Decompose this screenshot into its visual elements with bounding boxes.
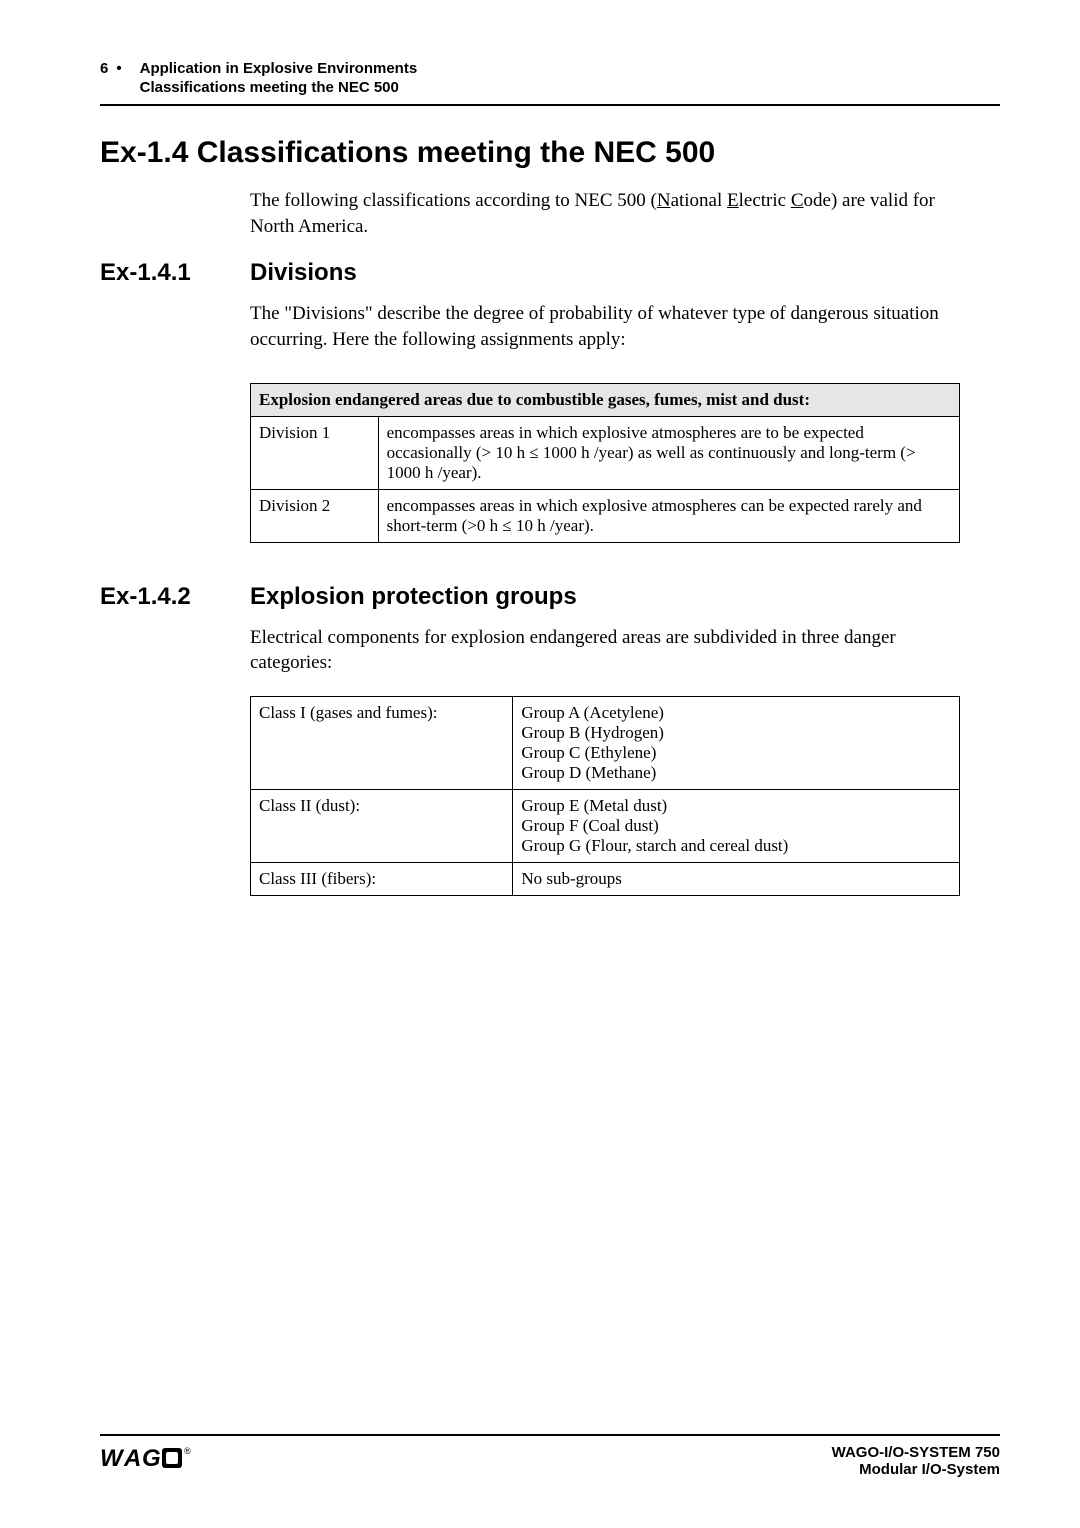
header-rule bbox=[100, 104, 1000, 106]
footer-row: W A G ® WAGO-I/O-SYSTEM 750 Modular I/O-… bbox=[100, 1444, 1000, 1478]
svg-text:G: G bbox=[142, 1445, 161, 1472]
groups-cell: Group A (Acetylene) Group B (Hydrogen) G… bbox=[513, 696, 960, 789]
header-title-1: Application in Explosive Environments bbox=[140, 60, 418, 77]
table-row: Division 2 encompasses areas in which ex… bbox=[251, 489, 960, 542]
subsection-2-title: Explosion protection groups bbox=[250, 583, 577, 611]
intro-block: The following classifications according … bbox=[250, 188, 960, 239]
divisions-table-header: Explosion endangered areas due to combus… bbox=[251, 383, 960, 416]
intro-underline-e: E bbox=[727, 190, 739, 211]
intro-underline-c: C bbox=[791, 190, 804, 211]
division-cell: Division 1 bbox=[251, 416, 379, 489]
table-row: Class I (gases and fumes): Group A (Acet… bbox=[251, 696, 960, 789]
group-line: Group C (Ethylene) bbox=[521, 743, 656, 762]
header-title-2: Classifications meeting the NEC 500 bbox=[140, 79, 418, 96]
intro-text-mid1: ational bbox=[671, 190, 727, 211]
table-row: Division 1 encompasses areas in which ex… bbox=[251, 416, 960, 489]
sub2-body: Electrical components for explosion enda… bbox=[250, 625, 960, 896]
class-cell: Class I (gases and fumes): bbox=[251, 696, 513, 789]
division-cell: Division 2 bbox=[251, 489, 379, 542]
group-line: Group G (Flour, starch and cereal dust) bbox=[521, 836, 788, 855]
subsection-1-title: Divisions bbox=[250, 259, 357, 287]
group-line: Group A (Acetylene) bbox=[521, 703, 664, 722]
division-desc-cell: encompasses areas in which explosive atm… bbox=[378, 416, 959, 489]
subsection-2-heading-row: Ex-1.4.2 Explosion protection groups bbox=[100, 583, 1000, 611]
intro-paragraph: The following classifications according … bbox=[250, 188, 960, 239]
group-line: Group B (Hydrogen) bbox=[521, 723, 664, 742]
class-cell: Class III (fibers): bbox=[251, 862, 513, 895]
class-cell: Class II (dust): bbox=[251, 789, 513, 862]
subsection-2-number: Ex-1.4.2 bbox=[100, 583, 250, 611]
svg-text:W: W bbox=[100, 1445, 125, 1472]
svg-text:®: ® bbox=[184, 1446, 191, 1456]
footer-rule bbox=[100, 1434, 1000, 1436]
wago-logo: W A G ® bbox=[100, 1444, 210, 1474]
intro-text-mid2: lectric bbox=[739, 190, 791, 211]
page-header: 6 • Application in Explosive Environment… bbox=[100, 60, 1000, 96]
footer-right: WAGO-I/O-SYSTEM 750 Modular I/O-System bbox=[832, 1444, 1000, 1478]
groups-cell: Group E (Metal dust) Group F (Coal dust)… bbox=[513, 789, 960, 862]
protection-groups-table: Class I (gases and fumes): Group A (Acet… bbox=[250, 696, 960, 896]
sub1-body: The "Divisions" describe the degree of p… bbox=[250, 301, 960, 542]
intro-text-pre: The following classifications according … bbox=[250, 190, 657, 211]
table-header-row: Explosion endangered areas due to combus… bbox=[251, 383, 960, 416]
page-number: 6 bbox=[100, 60, 108, 77]
table-row: Class II (dust): Group E (Metal dust) Gr… bbox=[251, 789, 960, 862]
intro-underline-n: N bbox=[657, 190, 671, 211]
footer-line-1: WAGO-I/O-SYSTEM 750 bbox=[832, 1444, 1000, 1461]
division-desc-cell: encompasses areas in which explosive atm… bbox=[378, 489, 959, 542]
group-line: No sub-groups bbox=[521, 869, 622, 888]
sub2-paragraph: Electrical components for explosion enda… bbox=[250, 625, 960, 676]
page-footer: W A G ® WAGO-I/O-SYSTEM 750 Modular I/O-… bbox=[100, 1434, 1000, 1478]
group-line: Group F (Coal dust) bbox=[521, 816, 658, 835]
header-bullet: • bbox=[116, 60, 121, 77]
sub1-paragraph: The "Divisions" describe the degree of p… bbox=[250, 301, 960, 352]
wago-logo-icon: W A G ® bbox=[100, 1444, 210, 1474]
footer-line-2: Modular I/O-System bbox=[832, 1461, 1000, 1478]
groups-cell: No sub-groups bbox=[513, 862, 960, 895]
group-line: Group E (Metal dust) bbox=[521, 796, 667, 815]
table-row: Class III (fibers): No sub-groups bbox=[251, 862, 960, 895]
divisions-table: Explosion endangered areas due to combus… bbox=[250, 383, 960, 543]
subsection-1-number: Ex-1.4.1 bbox=[100, 259, 250, 287]
section-heading: Ex-1.4 Classifications meeting the NEC 5… bbox=[100, 136, 1000, 170]
subsection-1-heading-row: Ex-1.4.1 Divisions bbox=[100, 259, 1000, 287]
header-titles: Application in Explosive Environments Cl… bbox=[140, 60, 418, 96]
svg-text:A: A bbox=[123, 1445, 141, 1472]
group-line: Group D (Methane) bbox=[521, 763, 656, 782]
